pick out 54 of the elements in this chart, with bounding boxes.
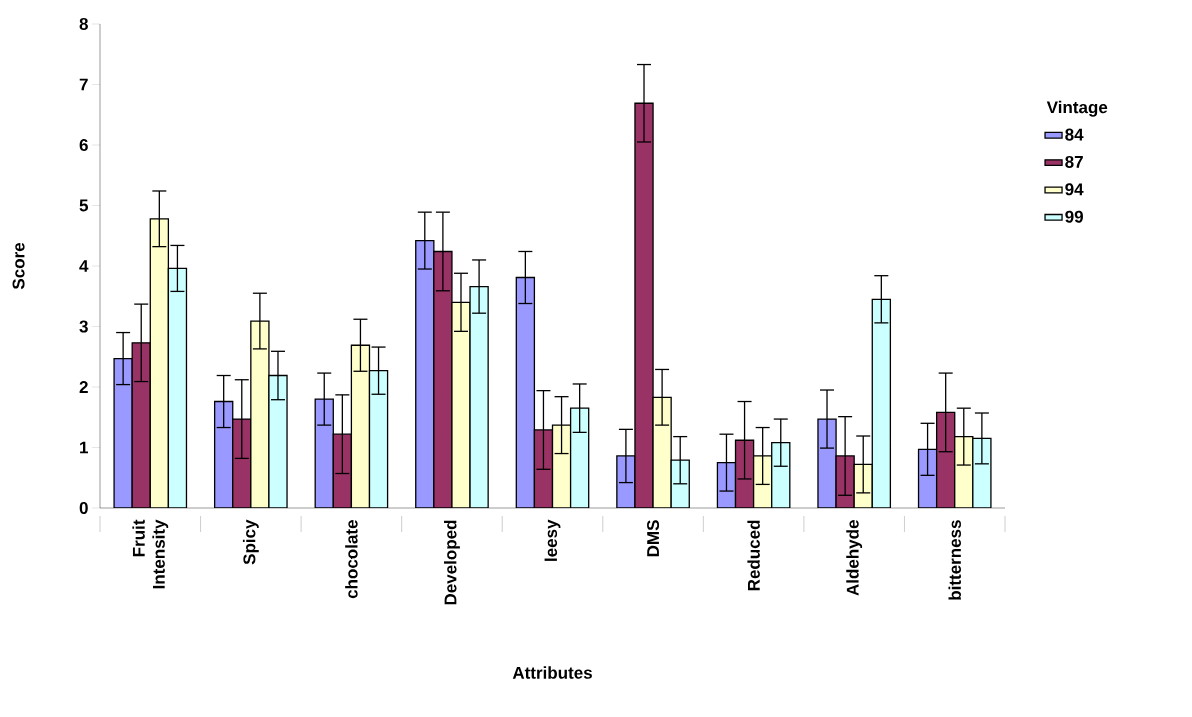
x-tick-label: Developed <box>444 520 460 605</box>
bar <box>935 411 956 508</box>
x-tick-label: DMS <box>647 520 660 557</box>
bar <box>350 344 371 508</box>
bar <box>113 357 133 508</box>
y-tick-label: 3 <box>79 320 88 333</box>
legend-label: 99 <box>1065 210 1083 223</box>
bar <box>972 437 992 508</box>
legend-label: 94 <box>1065 183 1084 196</box>
legend-label: 84 <box>1065 128 1084 141</box>
y-tick-label: 8 <box>79 17 88 31</box>
y-tick-label: 0 <box>79 501 88 515</box>
x-tick-label: Fruit Intensity <box>132 519 169 589</box>
y-tick-label: 6 <box>79 138 88 152</box>
y-tick-label: 5 <box>79 199 89 212</box>
bar <box>515 276 536 508</box>
bar <box>551 424 572 508</box>
bar <box>314 398 334 508</box>
bar <box>232 418 252 508</box>
x-tick-label: Aldehyde <box>846 520 863 596</box>
bar <box>469 285 489 508</box>
bar <box>634 102 654 508</box>
bar <box>652 396 672 508</box>
x-tick-label: Spicy <box>242 519 259 565</box>
bar <box>954 435 974 508</box>
bar <box>451 301 471 508</box>
bar <box>670 459 690 508</box>
bar <box>250 320 270 508</box>
bar <box>268 374 288 508</box>
bar <box>368 370 389 508</box>
bar <box>817 418 837 508</box>
bar <box>415 239 435 508</box>
y-tick-label: 7 <box>79 78 88 91</box>
bar <box>533 429 554 508</box>
x-tick-label: leesy <box>544 519 561 561</box>
bar <box>917 448 938 508</box>
y-tick-label: 4 <box>79 260 89 272</box>
x-tick-label: Reduced <box>747 520 760 591</box>
bar <box>771 442 791 508</box>
legend-label: 87 <box>1065 155 1083 168</box>
bar <box>131 342 151 508</box>
bar <box>149 218 170 508</box>
x-tick-label: chocolate <box>345 520 358 599</box>
y-axis-title: Score <box>12 242 25 290</box>
legend-title: Vintage <box>1046 100 1108 117</box>
y-tick-label: 1 <box>80 441 89 454</box>
bar <box>167 267 188 508</box>
bar <box>569 407 590 508</box>
y-tick-label: 2 <box>79 381 88 393</box>
x-tick-label: bitterness <box>948 520 961 600</box>
x-axis-title: Attributes <box>512 666 592 679</box>
bar <box>433 250 453 508</box>
bar <box>871 298 892 508</box>
bar <box>213 400 234 508</box>
